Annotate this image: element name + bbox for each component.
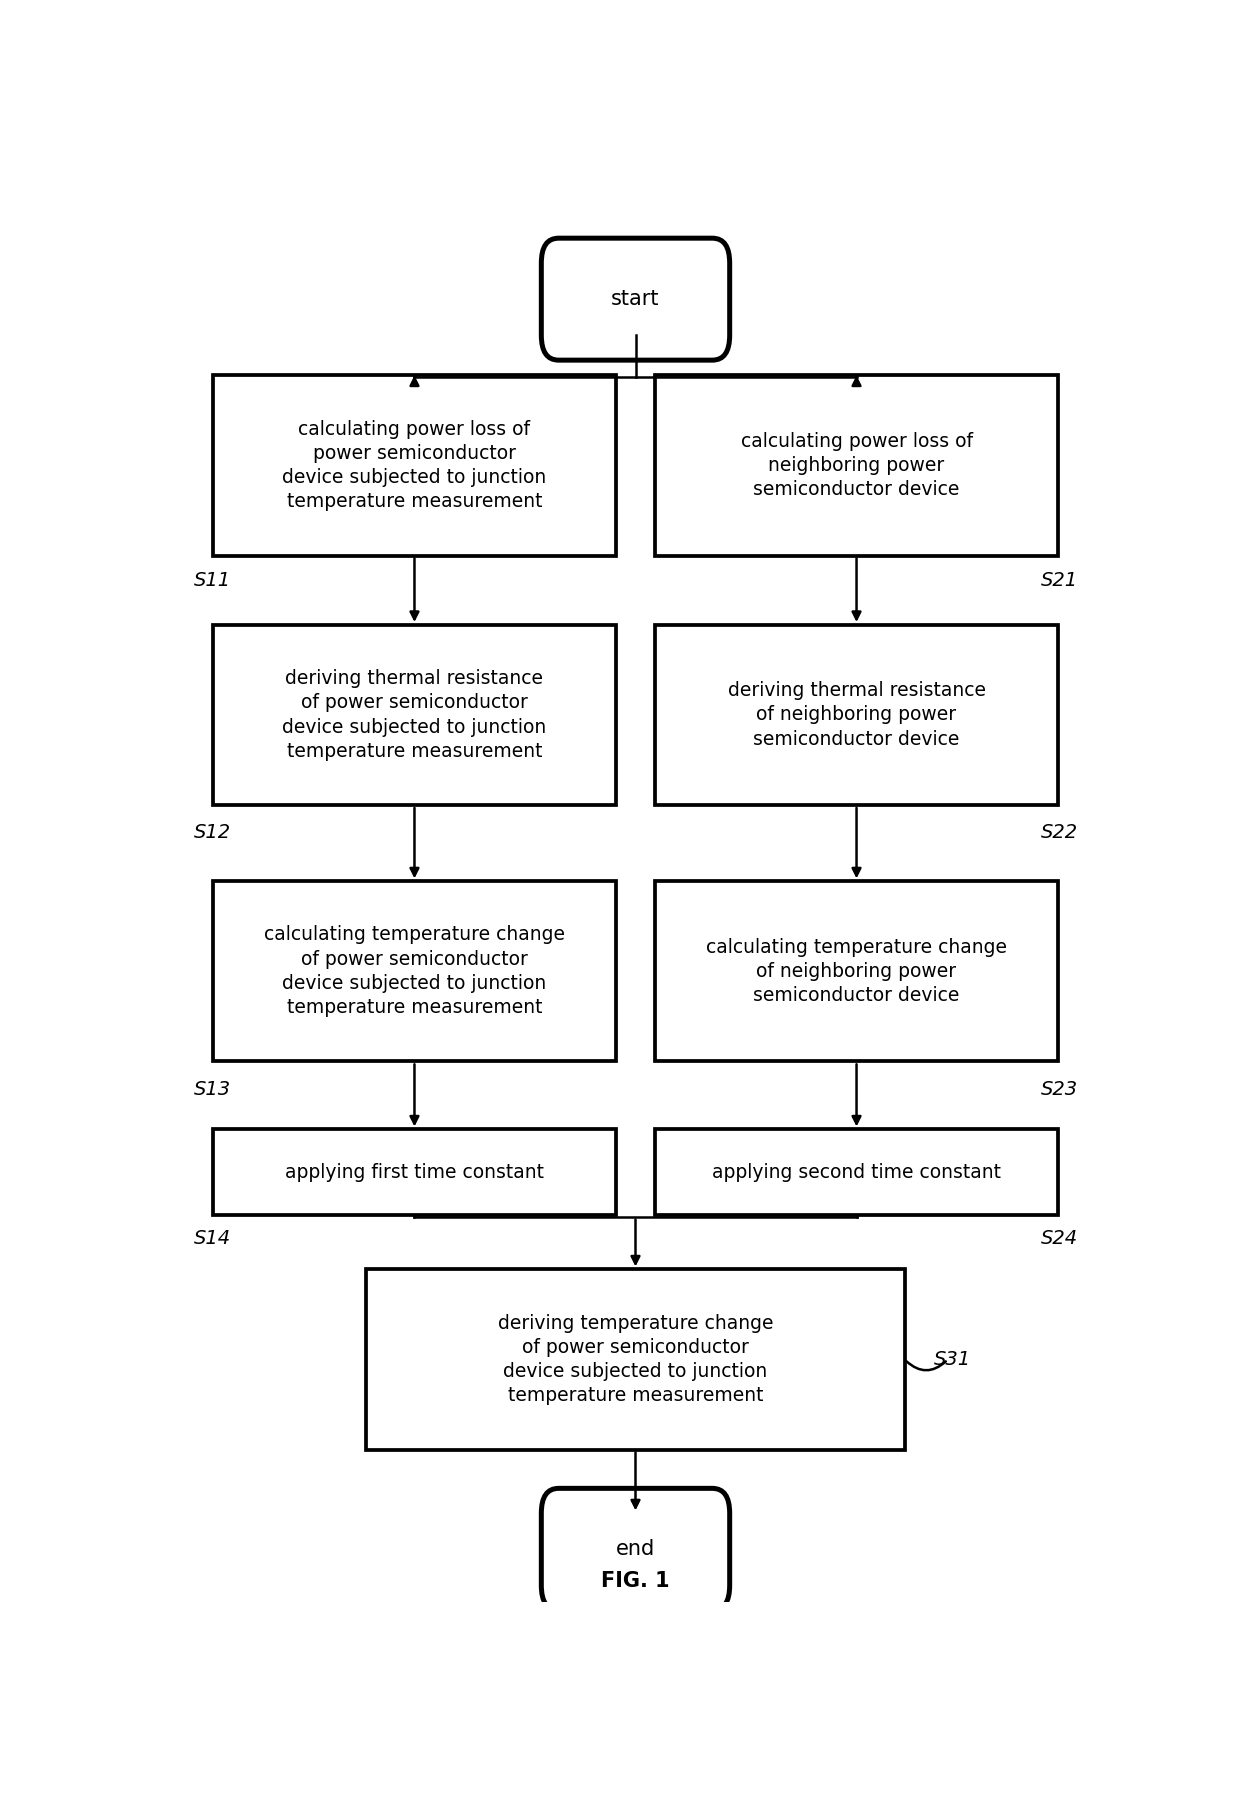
Bar — [367, 1269, 905, 1449]
Bar — [213, 1129, 616, 1215]
Bar — [655, 376, 1058, 556]
Bar — [655, 882, 1058, 1062]
Text: deriving temperature change
of power semiconductor
device subjected to junction
: deriving temperature change of power sem… — [497, 1314, 774, 1406]
Text: S22: S22 — [1040, 823, 1078, 842]
Text: applying second time constant: applying second time constant — [712, 1163, 1001, 1183]
Text: S31: S31 — [934, 1350, 971, 1370]
Text: S12: S12 — [193, 823, 231, 842]
Text: S24: S24 — [1040, 1229, 1078, 1249]
Text: deriving thermal resistance
of power semiconductor
device subjected to junction
: deriving thermal resistance of power sem… — [283, 670, 547, 761]
Text: end: end — [616, 1539, 655, 1559]
Bar — [213, 882, 616, 1062]
Text: calculating power loss of
power semiconductor
device subjected to junction
tempe: calculating power loss of power semicond… — [283, 419, 547, 511]
Text: S21: S21 — [1040, 571, 1078, 590]
Text: FIG. 1: FIG. 1 — [601, 1571, 670, 1591]
Text: S13: S13 — [193, 1080, 231, 1098]
Text: calculating power loss of
neighboring power
semiconductor device: calculating power loss of neighboring po… — [740, 432, 972, 499]
FancyBboxPatch shape — [542, 1489, 729, 1611]
Text: applying first time constant: applying first time constant — [285, 1163, 544, 1183]
Text: S11: S11 — [193, 571, 231, 590]
Text: calculating temperature change
of neighboring power
semiconductor device: calculating temperature change of neighb… — [706, 938, 1007, 1004]
Bar — [213, 376, 616, 556]
Bar — [655, 625, 1058, 805]
Text: deriving thermal resistance
of neighboring power
semiconductor device: deriving thermal resistance of neighbori… — [728, 680, 986, 749]
FancyBboxPatch shape — [542, 238, 729, 360]
Text: S14: S14 — [193, 1229, 231, 1249]
Text: S23: S23 — [1040, 1080, 1078, 1098]
Bar — [213, 625, 616, 805]
Bar — [655, 1129, 1058, 1215]
Text: calculating temperature change
of power semiconductor
device subjected to juncti: calculating temperature change of power … — [264, 925, 565, 1017]
Text: start: start — [611, 290, 660, 310]
